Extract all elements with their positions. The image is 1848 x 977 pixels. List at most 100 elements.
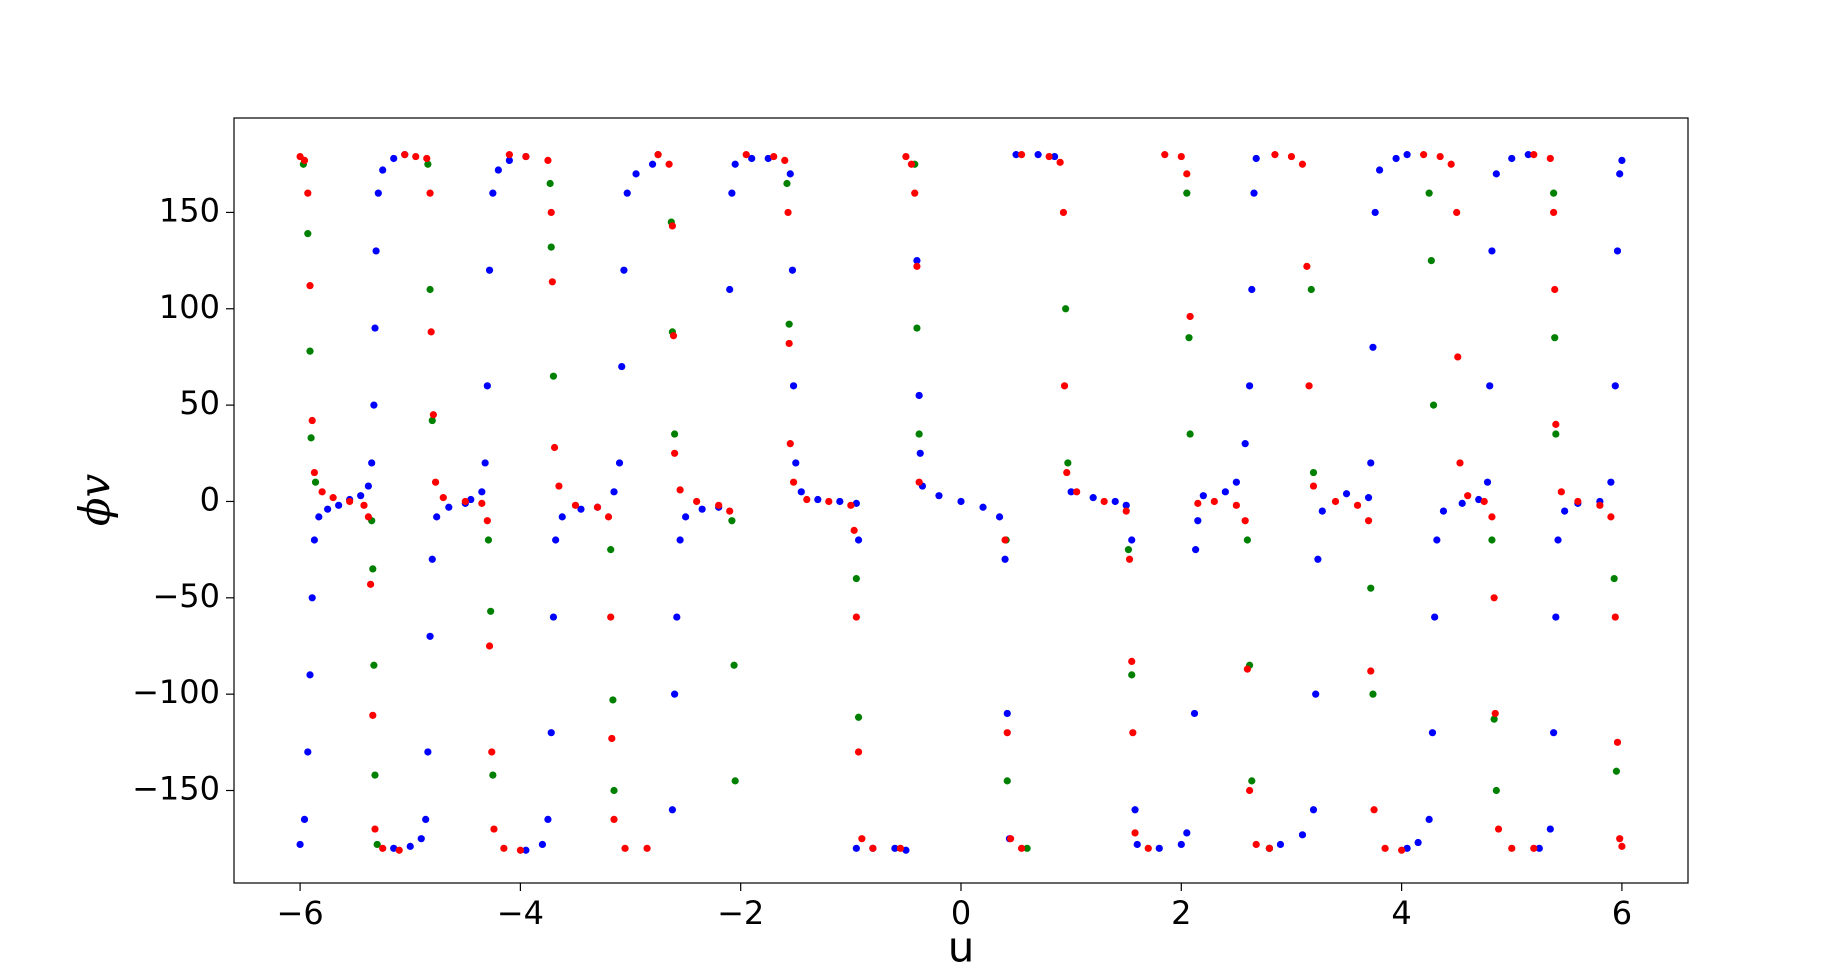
scatter-point bbox=[522, 152, 530, 161]
scatter-point bbox=[1492, 786, 1500, 795]
scatter-point bbox=[1557, 488, 1565, 496]
scatter-point bbox=[1186, 312, 1194, 321]
scatter-point bbox=[671, 430, 679, 438]
scatter-point bbox=[1298, 831, 1307, 839]
scatter-point bbox=[364, 513, 372, 521]
scatter-point bbox=[891, 844, 899, 852]
scatter-point bbox=[1045, 152, 1053, 161]
scatter-point bbox=[379, 844, 387, 852]
scatter-point bbox=[370, 401, 378, 409]
scatter-point bbox=[1185, 334, 1193, 342]
scatter-point bbox=[1552, 613, 1560, 621]
scatter-point bbox=[1309, 482, 1318, 490]
scatter-point bbox=[858, 835, 866, 843]
x-tick-label: 0 bbox=[951, 894, 971, 932]
scatter-point bbox=[1535, 844, 1543, 852]
scatter-point bbox=[1546, 154, 1554, 163]
scatter-point bbox=[550, 443, 559, 452]
scatter-point bbox=[693, 497, 701, 506]
scatter-point bbox=[902, 846, 910, 854]
scatter-point bbox=[1190, 709, 1199, 718]
scatter-point bbox=[426, 189, 434, 197]
scatter-point bbox=[869, 844, 877, 852]
scatter-point bbox=[1375, 166, 1384, 174]
scatter-point bbox=[1371, 208, 1379, 217]
scatter-point bbox=[310, 536, 319, 544]
scatter-point bbox=[1124, 546, 1133, 554]
scatter-point bbox=[1161, 151, 1169, 159]
x-tick-label: −4 bbox=[497, 894, 544, 932]
scatter-point bbox=[484, 536, 493, 544]
scatter-point bbox=[1034, 151, 1042, 159]
scatter-point bbox=[698, 505, 706, 513]
scatter-point bbox=[307, 434, 315, 442]
scatter-point bbox=[1073, 488, 1081, 496]
scatter-point bbox=[1298, 160, 1307, 168]
scatter-point bbox=[607, 546, 615, 554]
scatter-point bbox=[1243, 665, 1251, 673]
scatter-point bbox=[1428, 729, 1437, 737]
scatter-point bbox=[483, 517, 491, 525]
scatter-point bbox=[1550, 729, 1558, 737]
scatter-point bbox=[623, 189, 631, 197]
scatter-point bbox=[324, 505, 332, 513]
scatter-point bbox=[1177, 152, 1185, 161]
scatter-point bbox=[618, 362, 626, 371]
scatter-point bbox=[1265, 844, 1274, 852]
scatter-point bbox=[374, 189, 382, 197]
scatter-point bbox=[544, 815, 552, 824]
scatter-point bbox=[300, 815, 309, 824]
scatter-point bbox=[836, 497, 844, 506]
scatter-point bbox=[665, 160, 673, 168]
scatter-point bbox=[1199, 492, 1207, 500]
scatter-point bbox=[854, 536, 863, 544]
scatter-point bbox=[1131, 829, 1139, 837]
scatter-point bbox=[488, 748, 496, 756]
scatter-point bbox=[461, 497, 469, 506]
scatter-point bbox=[300, 156, 309, 164]
y-axis-label: ϕv bbox=[70, 474, 119, 527]
scatter-point bbox=[615, 459, 624, 467]
scatter-point bbox=[913, 256, 921, 265]
scatter-point bbox=[648, 160, 657, 168]
scatter-point bbox=[577, 505, 585, 513]
scatter-point bbox=[632, 170, 640, 178]
x-axis-label: u bbox=[948, 923, 975, 972]
scatter-point bbox=[803, 495, 811, 504]
scatter-point bbox=[1429, 401, 1438, 409]
scatter-point bbox=[1596, 501, 1604, 509]
scatter-point bbox=[1618, 156, 1626, 164]
scatter-point bbox=[1067, 488, 1075, 496]
scatter-point bbox=[902, 152, 910, 161]
scatter-point bbox=[1425, 189, 1433, 197]
scatter-point bbox=[552, 536, 560, 544]
scatter-point bbox=[1133, 840, 1141, 849]
scatter-point bbox=[390, 154, 398, 163]
scatter-point bbox=[346, 497, 354, 506]
scatter-point bbox=[1433, 536, 1441, 544]
scatter-point bbox=[1494, 825, 1503, 833]
scatter-point bbox=[1017, 151, 1026, 159]
scatter-point bbox=[369, 711, 377, 719]
scatter-point bbox=[489, 771, 497, 779]
scatter-point bbox=[770, 152, 778, 161]
scatter-point bbox=[395, 846, 403, 854]
scatter-point bbox=[1420, 151, 1428, 159]
scatter-point bbox=[1183, 829, 1191, 837]
scatter-point bbox=[1561, 507, 1569, 515]
scatter-point bbox=[668, 806, 677, 814]
scatter-point bbox=[1574, 497, 1582, 506]
scatter-point bbox=[1006, 835, 1015, 843]
scatter-point bbox=[426, 285, 434, 294]
scatter-point bbox=[728, 189, 736, 197]
scatter-point bbox=[1303, 262, 1311, 270]
scatter-point bbox=[654, 151, 662, 159]
scatter-point bbox=[500, 844, 508, 852]
scatter-point bbox=[1550, 208, 1558, 217]
scatter-point bbox=[607, 613, 615, 621]
scatter-point bbox=[609, 696, 617, 704]
scatter-point bbox=[1122, 501, 1130, 509]
scatter-point bbox=[852, 613, 860, 621]
scatter-point bbox=[1488, 513, 1496, 521]
